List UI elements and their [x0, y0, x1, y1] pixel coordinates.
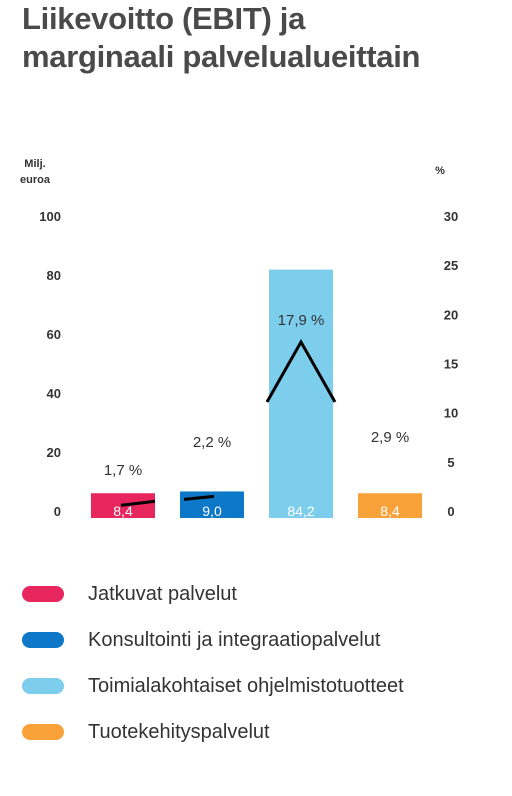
- chart-title-line1: Liikevoitto (EBIT) ja: [22, 1, 306, 36]
- legend-swatch: [22, 586, 64, 602]
- legend-swatch: [22, 632, 64, 648]
- left-axis-label-line1: Milj.: [24, 158, 46, 170]
- right-tick-label: 15: [444, 357, 458, 372]
- left-tick-label: 40: [47, 386, 61, 401]
- margin-line-segment: [183, 494, 215, 501]
- right-tick-label: 10: [444, 406, 458, 421]
- margin-value-labels: 1,7 % 2,2 % 17,9 % 2,9 %: [104, 312, 409, 479]
- left-axis-label-line2: euroa: [20, 174, 50, 186]
- right-axis-ticks: 0 5 10 15 20 25 30: [444, 209, 458, 519]
- legend-label: Toimialakohtaiset ohjelmistotuotteet: [88, 675, 404, 697]
- margin-line-segments: [120, 338, 337, 507]
- chart-title: Liikevoitto (EBIT) ja marginaali palvelu…: [22, 0, 420, 76]
- right-tick-label: 0: [447, 504, 454, 519]
- margin-line-segment: [265, 338, 337, 403]
- ebit-value-label: 8,4: [113, 503, 133, 519]
- ebit-value-label: 9,0: [202, 503, 222, 519]
- right-axis-label: %: [435, 165, 445, 177]
- right-tick-label: 5: [447, 455, 454, 470]
- margin-value-label: 1,7 %: [104, 462, 142, 479]
- legend-label: Konsultointi ja integraatiopalvelut: [88, 629, 381, 651]
- ebit-value-label: 84,2: [287, 503, 314, 519]
- left-axis-label: Milj. euroa: [10, 156, 60, 188]
- ebit-bars: [91, 269, 422, 518]
- margin-value-label: 2,9 %: [371, 429, 409, 446]
- ebit-value-label: 8,4: [380, 503, 400, 519]
- left-tick-label: 60: [47, 327, 61, 342]
- legend-label: Jatkuvat palvelut: [88, 583, 237, 605]
- left-axis-ticks: 0 20 40 60 80 100: [39, 209, 61, 519]
- right-tick-label: 30: [444, 209, 458, 224]
- ebit-bar: [358, 493, 422, 518]
- left-tick-label: 80: [47, 268, 61, 283]
- left-tick-label: 20: [47, 445, 61, 460]
- legend-swatch: [22, 678, 64, 694]
- right-tick-label: 20: [444, 307, 458, 322]
- right-tick-label: 25: [444, 258, 458, 273]
- ebit-bar: [269, 269, 333, 518]
- legend-label: Tuotekehityspalvelut: [88, 721, 270, 743]
- ebit-margin-chart: 0 20 40 60 80 100 0 5 10 15 20 25 30 8,4 9,0 84,2 8,4 …: [39, 209, 458, 519]
- left-tick-label: 0: [54, 504, 61, 519]
- chart-title-line2: marginaali palvelualueittain: [22, 39, 421, 74]
- legend-swatch: [22, 724, 64, 740]
- margin-value-label: 2,2 %: [193, 434, 231, 451]
- ebit-value-labels: 8,4 9,0 84,2 8,4: [113, 503, 400, 519]
- margin-value-label: 17,9 %: [278, 312, 325, 329]
- margin-line-segment: [120, 499, 156, 507]
- left-tick-label: 100: [39, 209, 61, 224]
